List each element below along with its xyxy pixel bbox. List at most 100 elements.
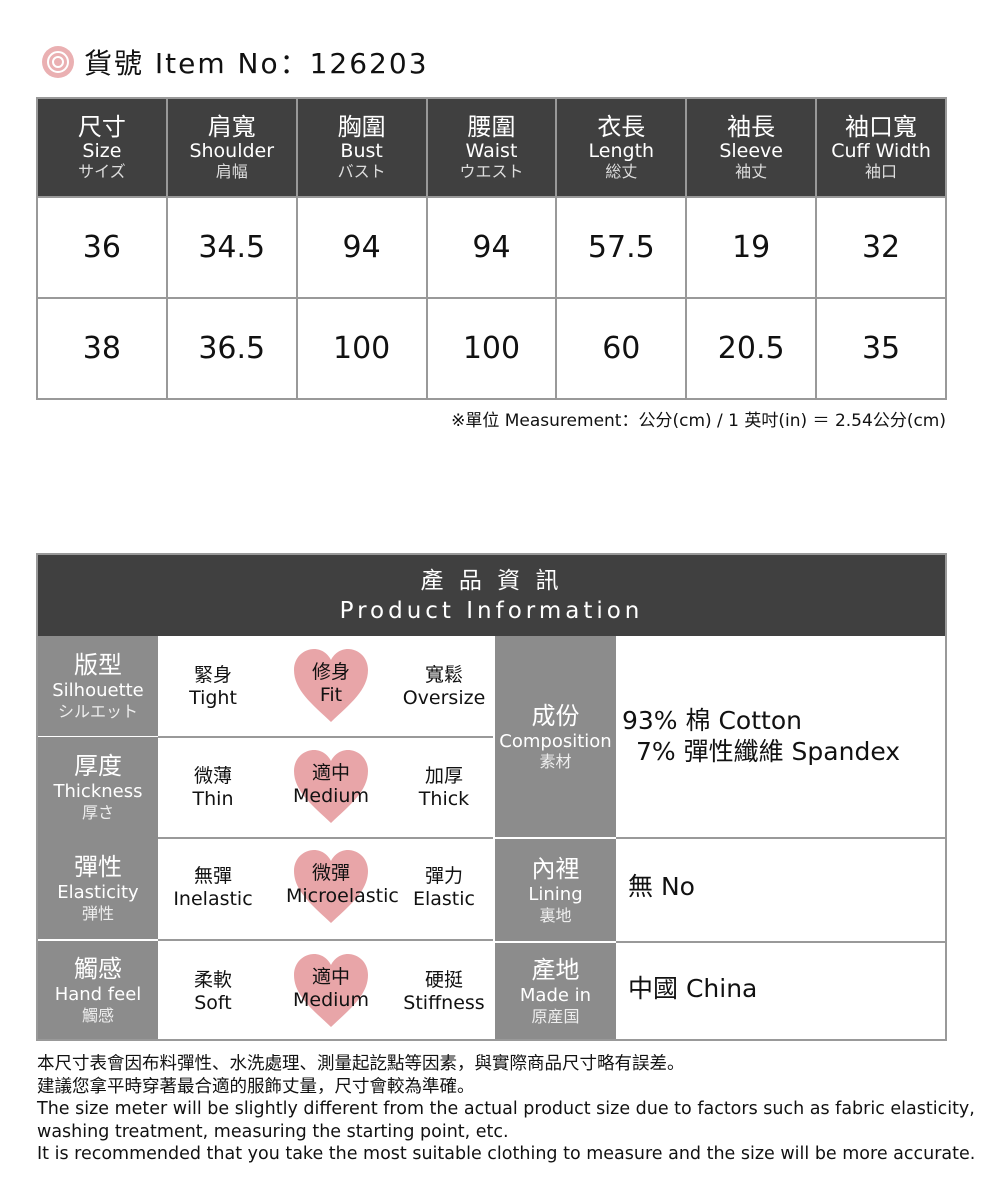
header-jp: 総丈 <box>605 162 638 182</box>
table-cell: 19 <box>685 196 818 299</box>
header-zh: 袖口寬 <box>845 112 918 141</box>
table-row: 36 34.5 94 94 57.5 19 32 <box>36 196 947 299</box>
option: 加厚 Thick <box>389 765 499 811</box>
label-zh: 厚度 <box>74 752 122 781</box>
header-en: Size <box>82 140 122 163</box>
option-en: Medium <box>293 785 369 807</box>
origin-value: 中國 China <box>628 974 758 1003</box>
label-jp: 弾性 <box>81 903 114 923</box>
header-en: Bust <box>340 140 383 163</box>
option-en: Stiffness <box>403 991 485 1014</box>
selected-option: 修身 Fit <box>286 648 376 728</box>
table-cell: 94 <box>425 196 558 299</box>
header-jp: バスト <box>337 162 386 182</box>
header-en: Length <box>588 140 655 163</box>
header-zh: 腰圍 <box>467 112 516 141</box>
option-zh: 彈力 <box>424 865 463 887</box>
option-zh: 緊身 <box>193 664 232 686</box>
option-zh: 無彈 <box>193 865 232 887</box>
item-number-title: 貨號 Item No：126203 <box>40 42 429 82</box>
divider <box>158 939 493 941</box>
selected-option: 微彈 Microelastic <box>286 849 399 929</box>
header-en: Shoulder <box>189 140 275 163</box>
option-en: Elastic <box>412 887 475 910</box>
label-jp: 原産国 <box>531 1006 580 1026</box>
option-en: Thin <box>192 787 234 810</box>
option-zh: 修身 <box>311 661 350 684</box>
column-header: 胸圍 Bust バスト <box>295 97 428 198</box>
column-header: 衣長 Length 総丈 <box>555 97 688 198</box>
option: 寬鬆 Oversize <box>389 664 499 710</box>
info-header: 產 品 資 訊 Product Information <box>38 555 945 636</box>
label-en: Silhouette <box>52 680 144 701</box>
header-en: Cuff Width <box>831 140 931 163</box>
option-en: Fit <box>319 684 343 706</box>
option: 微薄 Thin <box>158 765 268 811</box>
composition-line: 93% 棉 Cotton <box>622 706 802 735</box>
note-line: 建議您拿平時穿著最合適的服飾丈量，尺寸會較為準確。 <box>37 1076 475 1097</box>
label-en: Elasticity <box>57 882 139 903</box>
table-cell: 94 <box>295 196 428 299</box>
header-en: Waist <box>465 140 518 163</box>
column-header: 袖口寬 Cuff Width 袖口 <box>815 97 947 198</box>
label-en: Thickness <box>53 781 143 802</box>
label-jp: 厚さ <box>81 802 114 822</box>
label-jp: シルエット <box>57 701 138 721</box>
option-en: Soft <box>194 991 232 1014</box>
option-en: Microelastic <box>286 885 399 907</box>
note-line: The size meter will be slightly differen… <box>37 1099 975 1119</box>
table-cell: 20.5 <box>685 297 818 400</box>
label-jp: 觸感 <box>81 1005 114 1025</box>
table-cell: 57.5 <box>555 196 688 299</box>
selected-option: 適中 Medium <box>286 953 376 1033</box>
header-zh: 肩寬 <box>207 112 256 141</box>
table-cell: 36 <box>36 196 168 299</box>
size-table: 尺寸 Size サイズ 肩寬 Shoulder 肩幅 胸圍 Bust バスト 腰圍 Waist ウエス… <box>36 97 947 400</box>
header-jp: 袖丈 <box>735 162 768 182</box>
measurement-note: ※單位 Measurement：公分(cm) / 1 英吋(in) ＝ 2.54… <box>451 411 946 431</box>
table-cell: 35 <box>815 297 947 400</box>
rose-icon <box>42 46 74 78</box>
table-cell: 100 <box>425 297 558 400</box>
info-title-en: Product Information <box>339 597 644 624</box>
option-zh: 適中 <box>311 762 350 785</box>
lining-value: 無 No <box>628 872 695 901</box>
note-line: 本尺寸表會因布料彈性、水洗處理、測量起訖點等因素，與實際商品尺寸略有誤差。 <box>37 1054 685 1074</box>
disclaimer-notes: 本尺寸表會因布料彈性、水洗處理、測量起訖點等因素，與實際商品尺寸略有誤差。 建議… <box>37 1053 975 1166</box>
label-en: Made in <box>519 985 592 1006</box>
option-en: Thick <box>418 787 470 810</box>
size-header-row: 尺寸 Size サイズ 肩寬 Shoulder 肩幅 胸圍 Bust バスト 腰圍 Waist ウエス… <box>36 97 947 198</box>
option-zh: 微彈 <box>311 862 350 885</box>
column-header: 袖長 Sleeve 袖丈 <box>685 97 818 198</box>
header-jp: サイズ <box>78 162 126 182</box>
table-cell: 100 <box>295 297 428 400</box>
origin-label: 產地 Made in 原産国 <box>495 943 616 1039</box>
option-en: Oversize <box>402 686 486 709</box>
info-title-zh: 產 品 資 訊 <box>420 568 563 594</box>
selected-option: 適中 Medium <box>286 749 376 829</box>
divider <box>616 941 945 943</box>
table-row: 38 36.5 100 100 60 20.5 35 <box>36 297 947 400</box>
option-zh: 硬挺 <box>424 969 463 991</box>
label-zh: 內裡 <box>531 855 580 884</box>
option-en: Inelastic <box>173 887 253 910</box>
label-zh: 成份 <box>531 701 580 730</box>
table-cell: 36.5 <box>165 297 298 400</box>
header-jp: 袖口 <box>865 162 898 182</box>
column-header: 腰圍 Waist ウエスト <box>425 97 558 198</box>
option: 彈力 Elastic <box>389 865 499 911</box>
attribute-label: 彈性 Elasticity 弾性 <box>38 837 158 939</box>
label-en: Hand feel <box>54 984 142 1005</box>
note-line: washing treatment, measuring the startin… <box>37 1121 509 1142</box>
label-zh: 彈性 <box>74 853 122 882</box>
option: 硬挺 Stiffness <box>389 969 499 1015</box>
column-header: 尺寸 Size サイズ <box>36 97 168 198</box>
column-header: 肩寬 Shoulder 肩幅 <box>165 97 298 198</box>
attribute-label: 厚度 Thickness 厚さ <box>38 737 158 837</box>
header-zh: 尺寸 <box>77 112 126 141</box>
option: 柔軟 Soft <box>158 969 268 1015</box>
table-cell: 38 <box>36 297 168 400</box>
label-en: Composition <box>499 730 612 752</box>
attribute-label: 版型 Silhouette シルエット <box>38 636 158 736</box>
option: 緊身 Tight <box>158 664 268 710</box>
